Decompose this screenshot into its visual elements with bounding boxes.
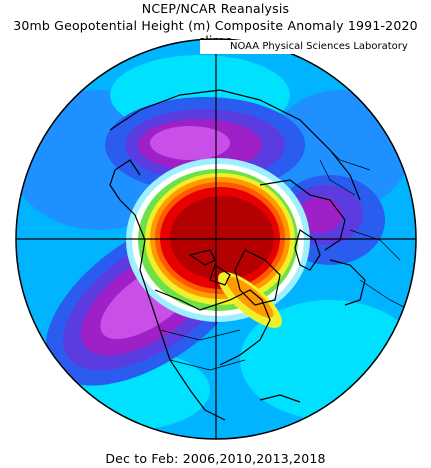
credit-label: NOAA Physical Sciences Laboratory — [200, 40, 414, 54]
borders — [159, 129, 411, 371]
coastlines — [109, 89, 396, 421]
field-pos-7 — [170, 196, 274, 280]
map-title: NCEP/NCAR Reanalysis — [141, 1, 290, 16]
field-neg-north-4 — [150, 126, 230, 160]
field-pos-tongue-2 — [226, 276, 274, 318]
field-neg-east-3 — [298, 197, 342, 233]
globe-border — [15, 38, 417, 440]
date-range-footer: Dec to Feb: 2006,2010,2013,2018 — [105, 451, 326, 466]
